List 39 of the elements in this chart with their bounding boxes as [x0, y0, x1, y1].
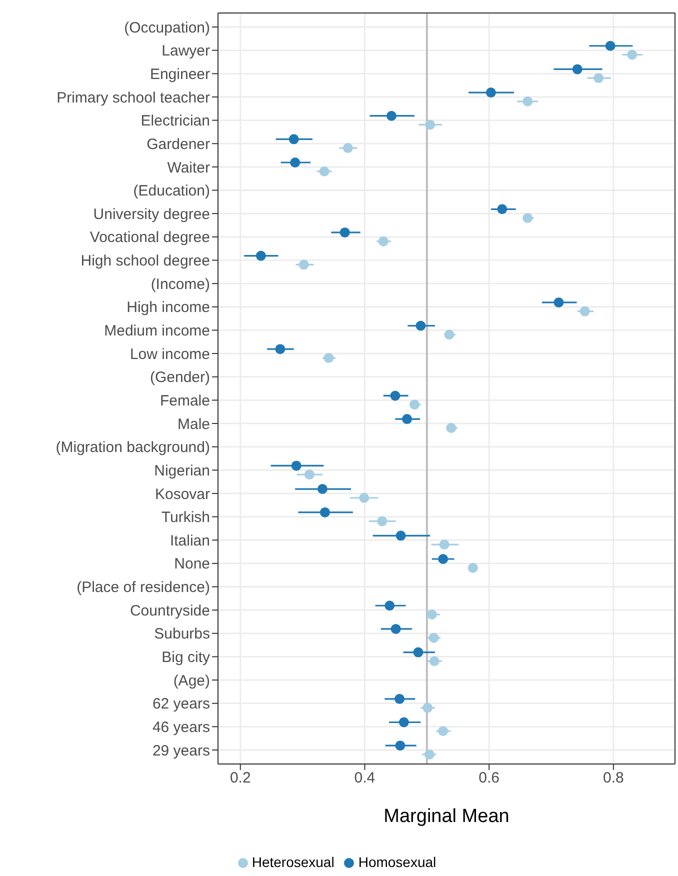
y-tick-label: Primary school teacher	[56, 89, 210, 106]
x-axis-title: Marginal Mean	[384, 806, 510, 827]
y-tick-label: Female	[160, 392, 210, 410]
y-tick-label: Kosovar	[154, 486, 210, 503]
y-tick-label: Vocational degree	[90, 229, 210, 246]
y-tick-label: Electrician	[140, 112, 210, 130]
y-tick-label: Low income	[130, 346, 210, 363]
x-tick-label: 0.4	[354, 770, 376, 787]
y-tick-label: Waiter	[167, 159, 210, 176]
y-tick-label: Italian	[170, 532, 210, 550]
y-tick-label: 62 years	[152, 696, 210, 713]
legend-label: Heterosexual	[252, 854, 334, 870]
y-tick-label: Nigerian	[154, 462, 210, 480]
y-tick-label: University degree	[93, 206, 210, 223]
y-tick-label: None	[174, 556, 210, 573]
y-tick-label: Medium income	[104, 322, 210, 340]
y-tick-label: Gardener	[146, 136, 210, 153]
y-tick-label: (Place of residence)	[76, 579, 210, 596]
y-tick-label: (Migration background)	[56, 439, 210, 456]
y-tick-label: High school degree	[80, 252, 210, 270]
y-tick-label: Male	[177, 416, 210, 433]
x-tick-label: 0.6	[478, 770, 500, 787]
y-tick-label: (Income)	[150, 276, 210, 293]
y-tick-label: Turkish	[161, 509, 210, 526]
y-tick-label: (Gender)	[150, 369, 210, 386]
y-tick-label: 29 years	[152, 742, 210, 760]
y-tick-label: (Age)	[173, 672, 210, 690]
y-tick-label: High income	[126, 299, 210, 316]
x-tick-label: 0.2	[230, 770, 251, 787]
legend-label: Homosexual	[358, 854, 436, 870]
y-tick-label: Suburbs	[154, 626, 210, 643]
x-tick-label: 0.8	[603, 770, 624, 787]
y-tick-label: (Education)	[133, 182, 210, 200]
y-tick-label: (Occupation)	[124, 19, 210, 36]
y-tick-label: Engineer	[150, 66, 210, 83]
y-tick-label: Countryside	[130, 602, 210, 620]
y-tick-label: 46 years	[152, 719, 210, 736]
y-tick-label: Lawyer	[162, 42, 210, 60]
y-tick-label: Big city	[162, 649, 210, 666]
